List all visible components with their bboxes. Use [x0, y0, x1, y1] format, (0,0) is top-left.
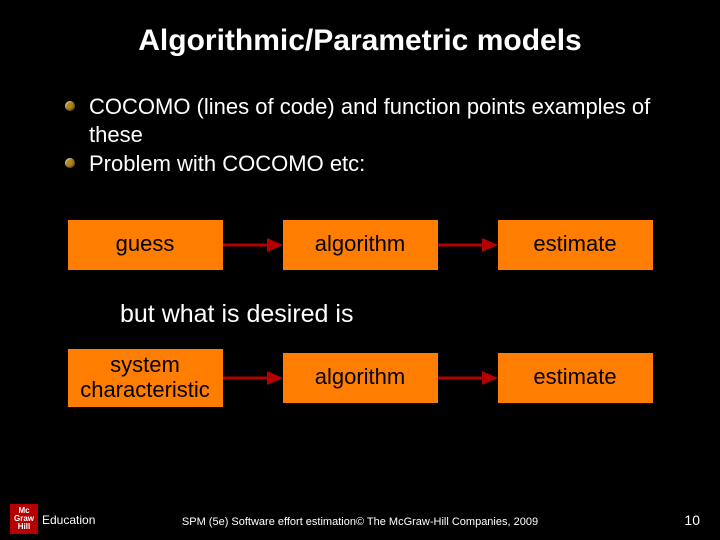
flow-row-1: guess algorithm estimate	[0, 220, 720, 270]
mid-text: but what is desired is	[0, 300, 720, 329]
bullet-text: COCOMO (lines of code) and function poin…	[89, 93, 660, 148]
bullet-item: Problem with COCOMO etc:	[65, 150, 660, 178]
footer-text: SPM (5e) Software effort estimation© The…	[0, 516, 720, 528]
arrow-icon	[438, 368, 498, 388]
flow-box-estimate-2: estimate	[498, 353, 653, 403]
flow-box-system-characteristic: system characteristic	[68, 349, 223, 407]
bullet-icon	[65, 158, 75, 168]
flow-box-algorithm-2: algorithm	[283, 353, 438, 403]
page-number: 10	[684, 512, 700, 528]
flow-box-guess: guess	[68, 220, 223, 270]
arrow-icon	[223, 368, 283, 388]
bullet-list: COCOMO (lines of code) and function poin…	[0, 93, 720, 178]
flow-row-2: system characteristic algorithm estimate	[0, 349, 720, 407]
flow-box-algorithm: algorithm	[283, 220, 438, 270]
bullet-text: Problem with COCOMO etc:	[89, 150, 365, 178]
arrow-icon	[223, 235, 283, 255]
flow-box-estimate: estimate	[498, 220, 653, 270]
arrow-icon	[438, 235, 498, 255]
bullet-icon	[65, 101, 75, 111]
slide-title: Algorithmic/Parametric models	[0, 0, 720, 93]
bullet-item: COCOMO (lines of code) and function poin…	[65, 93, 660, 148]
